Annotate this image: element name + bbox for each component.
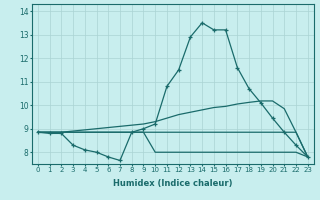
X-axis label: Humidex (Indice chaleur): Humidex (Indice chaleur) bbox=[113, 179, 233, 188]
